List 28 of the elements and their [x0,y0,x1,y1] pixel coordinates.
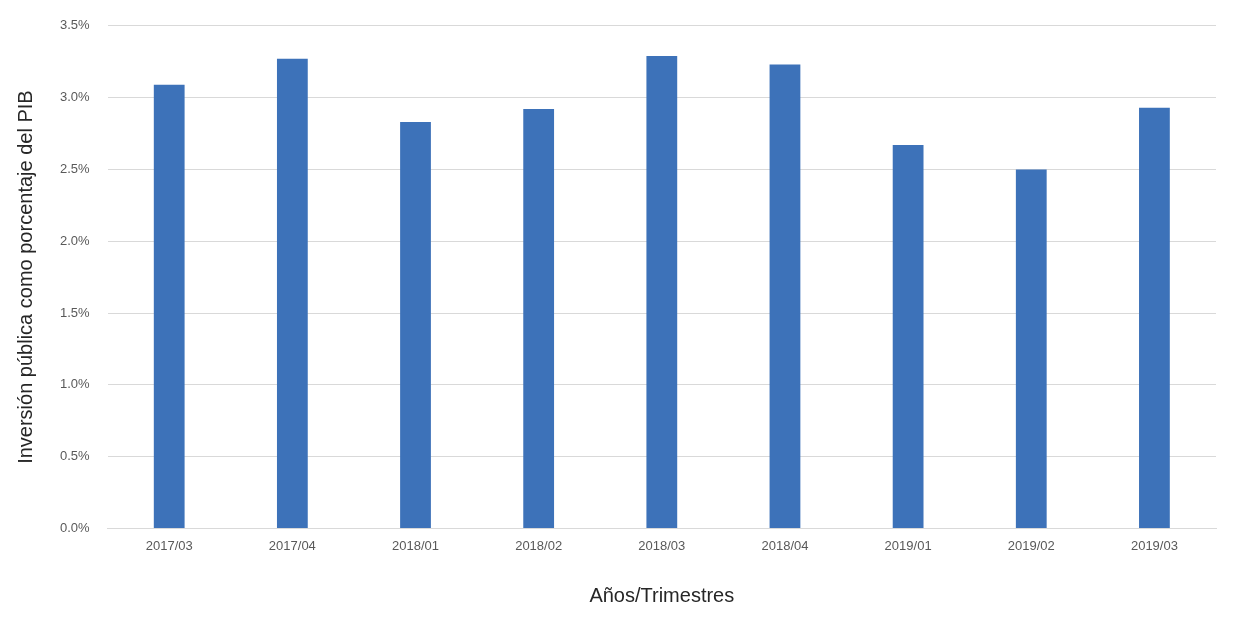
x-tick-label: 2018/04 [761,537,809,553]
x-axis-title: Años/Trimestres [589,583,735,606]
x-tick-label: 2018/01 [392,537,440,553]
bar [1139,107,1170,528]
y-tick-label: 3.5% [59,17,91,33]
bar [523,109,555,528]
x-tick-label: 2019/02 [1007,537,1055,553]
x-tick-label: 2019/01 [884,537,932,553]
bar [400,122,431,528]
bar [769,64,801,528]
bar [153,84,185,528]
bar [1015,169,1047,528]
y-tick-label: 2.0% [59,232,91,248]
x-tick-label: 2019/03 [1130,537,1178,553]
y-tick-label: 0.0% [59,519,91,535]
y-tick-label: 2.5% [59,160,91,176]
y-tick-label: 0.5% [59,448,91,464]
bar [276,58,308,528]
y-tick-label: 3.0% [59,89,91,105]
y-tick-label: 1.5% [59,304,91,320]
bar [892,144,924,528]
bar [646,55,678,528]
x-tick-label: 2017/04 [268,537,316,553]
y-axis-title: Inversión pública como porcentaje del PIB [13,90,36,464]
y-tick-label: 1.0% [59,376,91,392]
x-tick-label: 2018/02 [515,537,563,553]
x-tick-label: 2017/03 [145,537,193,553]
x-tick-label: 2018/03 [638,537,686,553]
